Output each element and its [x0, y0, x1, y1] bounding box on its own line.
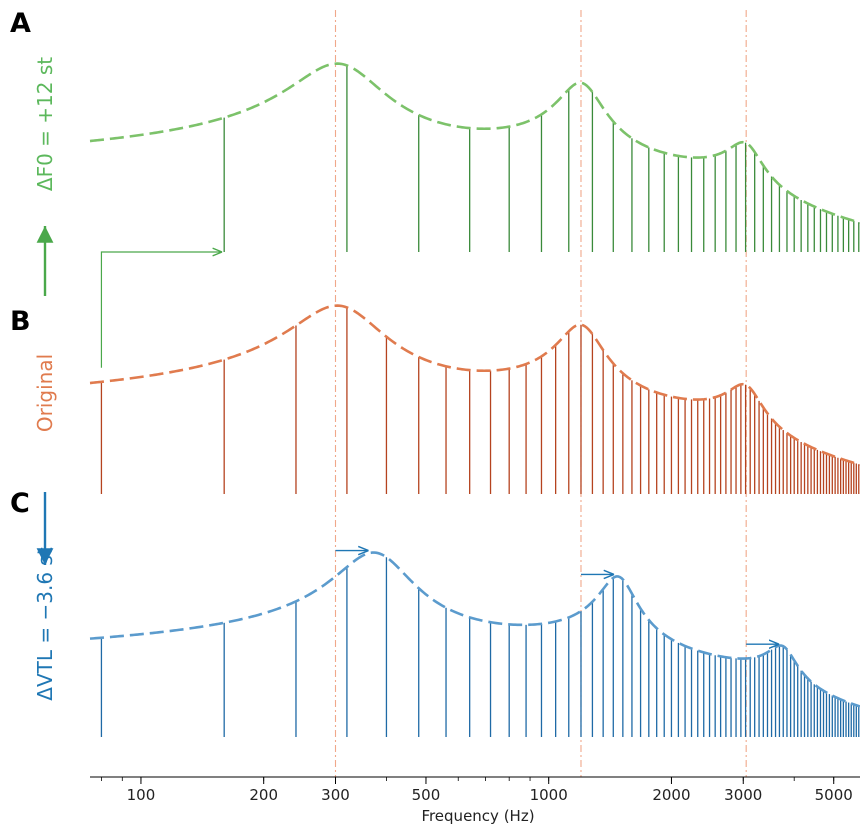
panel-c-harmonics — [100, 557, 860, 737]
tick-label: 300 — [321, 786, 350, 804]
tick-label: 200 — [249, 786, 278, 804]
panel-b — [89, 304, 860, 494]
formant-shift-arrows — [335, 551, 780, 645]
x-axis-title: Frequency (Hz) — [421, 807, 534, 825]
tick-label: 3000 — [724, 786, 762, 804]
panel-c — [89, 551, 860, 737]
x-axis: 100 200 300 500 1000 2000 3000 5000 Frequency (… — [90, 776, 860, 825]
side-label-original: Original — [33, 354, 57, 432]
side-label-vtl: ΔVTL = −3.6 st — [33, 547, 57, 701]
tick-label: 2000 — [652, 786, 690, 804]
side-label-f0: ΔF0 = +12 st — [33, 57, 57, 191]
panel-letter-b: B — [10, 306, 31, 337]
panel-a-harmonics — [223, 65, 860, 252]
panel-letter-c: C — [10, 488, 30, 519]
panel-b-harmonics — [100, 307, 860, 494]
tick-label: 5000 — [815, 786, 853, 804]
x-axis-ticks: 100 200 300 500 1000 2000 3000 5000 — [101, 777, 853, 804]
harmonic-shift-arrow — [100, 252, 223, 368]
tick-label: 100 — [127, 786, 156, 804]
panel-a — [89, 62, 860, 252]
panel-c-envelope — [89, 551, 860, 708]
panel-a-envelope — [89, 62, 860, 224]
panel-letter-a: A — [10, 8, 31, 39]
panel-b-envelope — [89, 304, 860, 466]
tick-label: 500 — [412, 786, 441, 804]
tick-label: 1000 — [530, 786, 568, 804]
